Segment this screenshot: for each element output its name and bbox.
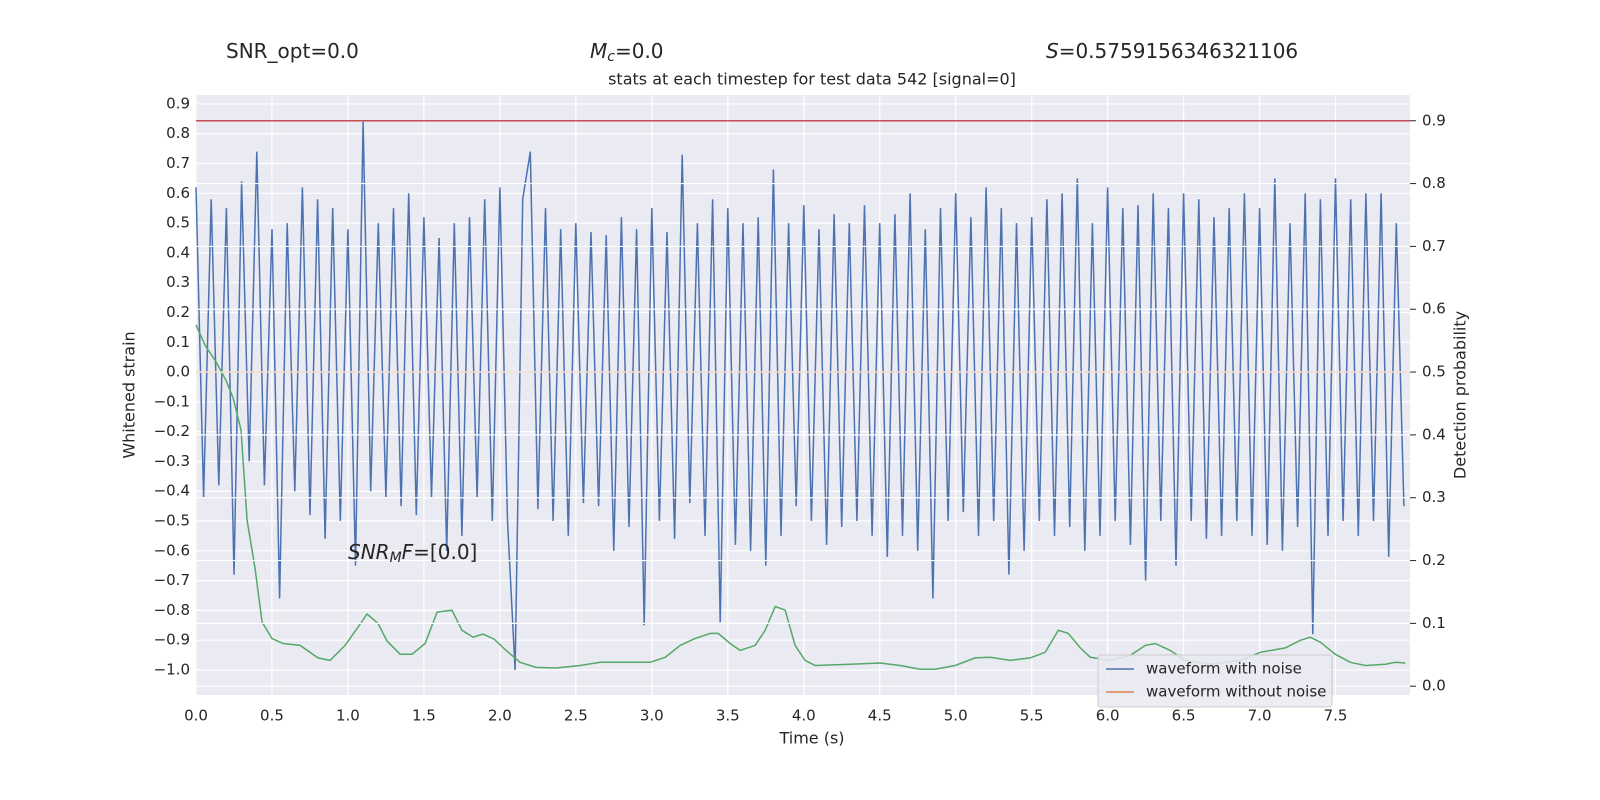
y-tick-label: 0.4 <box>166 243 190 261</box>
y-tick-label: 0.5 <box>166 214 190 232</box>
y2-tick-label: 0.7 <box>1422 237 1446 255</box>
y-tick-label: 0.3 <box>166 273 190 291</box>
x-tick-label: 4.5 <box>868 707 892 725</box>
text-part: SNR_opt=0.0 <box>226 39 359 63</box>
y-tick-label: 0.9 <box>166 94 190 112</box>
y-tick-label: −0.6 <box>154 541 190 559</box>
y2-tick-label: 0.5 <box>1422 363 1446 381</box>
header-stat: Mc=0.0 <box>590 39 664 66</box>
x-tick-label: 6.5 <box>1172 707 1196 725</box>
text-part: =[0.0] <box>413 540 477 564</box>
y-tick-label: 0.2 <box>166 303 190 321</box>
text-part: M <box>590 39 607 63</box>
y2-axis-label: Detection probability <box>1451 311 1470 479</box>
y-tick-label: −0.4 <box>154 482 190 500</box>
header-stat: S=0.5759156346321106 <box>1046 39 1298 63</box>
x-tick-label: 2.0 <box>488 707 512 725</box>
y2-tick-label: 0.3 <box>1422 488 1446 506</box>
series-line <box>195 121 1405 671</box>
y2-tick-label: 0.9 <box>1422 111 1446 129</box>
y-tick-label: 0.1 <box>166 333 190 351</box>
x-tick-label: 6.0 <box>1096 707 1120 725</box>
chart-title: stats at each timestep for test data 542… <box>608 70 1016 89</box>
x-tick-label: 5.0 <box>944 707 968 725</box>
y-tick-label: 0.6 <box>166 184 190 202</box>
y-tick-label: 0.7 <box>166 154 190 172</box>
y-tick-label: −0.8 <box>154 601 190 619</box>
y-tick-label: 0.8 <box>166 124 190 142</box>
series-line <box>195 324 1406 670</box>
y-tick-label: −1.0 <box>154 660 190 678</box>
x-tick-label: 4.0 <box>792 707 816 725</box>
y-tick-label: −0.3 <box>154 452 190 470</box>
x-axis-label: Time (s) <box>778 729 844 748</box>
x-tick-label: 3.5 <box>716 707 740 725</box>
x-tick-label: 2.5 <box>564 707 588 725</box>
x-tick-label: 0.5 <box>260 707 284 725</box>
y-tick-label: −0.1 <box>154 392 190 410</box>
x-tick-label: 7.5 <box>1324 707 1348 725</box>
y-tick-label: −0.9 <box>154 631 190 649</box>
x-tick-label: 0.0 <box>184 707 208 725</box>
y-tick-label: −0.5 <box>154 512 190 530</box>
y2-tick-label: 0.2 <box>1422 551 1446 569</box>
text-part: M <box>390 550 402 566</box>
y2-tick-label: 0.0 <box>1422 677 1446 695</box>
legend-label: waveform with noise <box>1146 660 1302 678</box>
x-tick-label: 3.0 <box>640 707 664 725</box>
y-tick-label: 0.0 <box>166 363 190 381</box>
text-part: =0.5759156346321106 <box>1059 39 1298 63</box>
legend-box <box>1097 654 1333 708</box>
legend-label: waveform without noise <box>1146 683 1326 701</box>
y-tick-label: −0.2 <box>154 422 190 440</box>
text-part: c <box>607 49 615 65</box>
text-part: =0.0 <box>615 39 664 63</box>
text-part: S <box>1046 39 1059 63</box>
text-part: F <box>402 540 414 564</box>
plot-area <box>196 95 1410 695</box>
x-tick-label: 1.0 <box>336 707 360 725</box>
x-tick-label: 1.5 <box>412 707 436 725</box>
annotation: SNRMF=[0.0] <box>348 540 477 567</box>
y2-tick-label: 0.1 <box>1422 614 1446 632</box>
x-tick-label: 5.5 <box>1020 707 1044 725</box>
y-tick-label: −0.7 <box>154 571 190 589</box>
y-axis-label: Whitened strain <box>120 331 139 458</box>
header-stat: SNR_opt=0.0 <box>226 39 359 63</box>
text-part: SNR <box>348 540 390 564</box>
y2-tick-label: 0.8 <box>1422 174 1446 192</box>
y2-tick-label: 0.6 <box>1422 300 1446 318</box>
x-tick-label: 7.0 <box>1248 707 1272 725</box>
y2-tick-label: 0.4 <box>1422 425 1446 443</box>
